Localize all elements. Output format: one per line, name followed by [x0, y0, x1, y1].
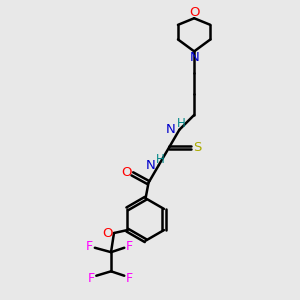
Text: F: F	[86, 240, 93, 253]
Text: O: O	[102, 226, 113, 239]
Text: N: N	[190, 51, 200, 64]
Text: H: H	[156, 153, 165, 166]
Text: O: O	[121, 166, 132, 179]
Text: F: F	[87, 272, 94, 285]
Text: H: H	[176, 117, 185, 130]
Text: F: F	[126, 272, 133, 285]
Text: F: F	[126, 240, 133, 253]
Text: N: N	[146, 158, 155, 172]
Text: N: N	[166, 123, 176, 136]
Text: S: S	[193, 141, 201, 154]
Text: O: O	[189, 6, 200, 19]
